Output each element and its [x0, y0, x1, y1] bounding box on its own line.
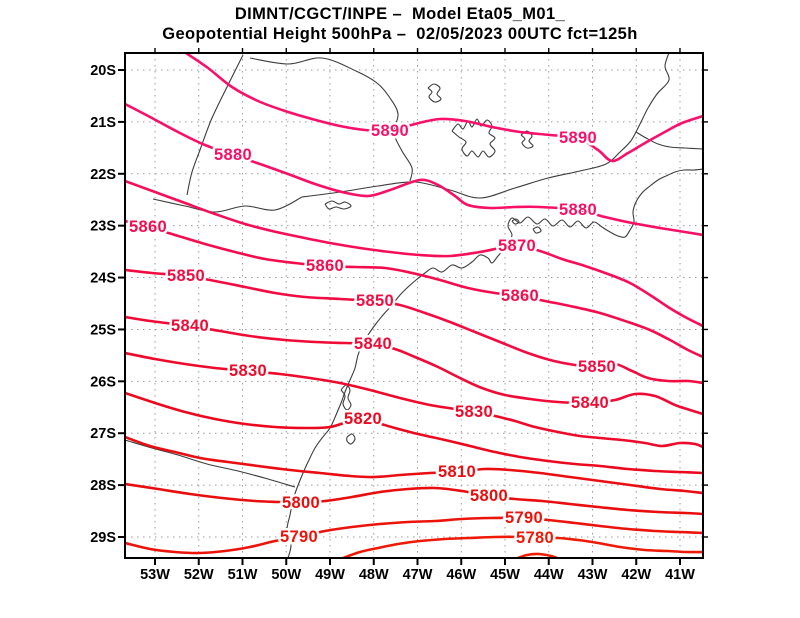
- contour-label-5830: 5830: [455, 403, 493, 421]
- contour-label-5850: 5850: [356, 292, 394, 310]
- map-title-block: DIMNT/CGCT/INPE – Model Eta05_M01_ Geopo…: [0, 0, 800, 44]
- contour-label-5830: 5830: [229, 362, 267, 380]
- axis-label-layer: 20S 21S 22S 23S 24S 25S 26S 27S 28S 29S 53W 52W 51W 5…: [90, 63, 695, 583]
- contour-label-5890: 5890: [371, 122, 409, 140]
- geography-layer: [125, 53, 703, 558]
- border-mg-west: [249, 57, 413, 182]
- contour-label-5840: 5840: [354, 335, 392, 353]
- contour-label-5890: 5890: [559, 129, 597, 147]
- grid-layer: [125, 53, 703, 558]
- map-frame: [124, 52, 704, 559]
- contour-label-5860: 5860: [306, 257, 344, 275]
- lon-label-44W: 44W: [534, 567, 564, 583]
- border-mg-rj: [301, 131, 637, 199]
- lat-label-24S: 24S: [90, 271, 116, 287]
- contour-5830: [125, 351, 703, 449]
- contour-label-layer: 5890 5890 5880 5880 5870 5860 5860 5860 5850 5850…: [127, 120, 619, 550]
- island-rio-2: [511, 218, 520, 225]
- title-line-2: Geopotential Height 500hPa – 02/05/2023 …: [162, 25, 638, 43]
- contour-label-5810: 5810: [438, 463, 476, 481]
- lon-label-51W: 51W: [228, 567, 258, 583]
- lat-label-27S: 27S: [90, 426, 116, 442]
- lon-label-45W: 45W: [490, 567, 520, 583]
- contour-label-5850: 5850: [578, 358, 616, 376]
- contour-5800: [125, 482, 703, 516]
- contour-5810: [125, 435, 703, 495]
- border-es-west: [635, 53, 670, 133]
- contour-5790: [125, 516, 703, 555]
- contour-label-5870: 5870: [498, 237, 536, 255]
- lon-label-43W: 43W: [578, 567, 608, 583]
- title-line-1: DIMNT/CGCT/INPE – Model Eta05_M01_: [234, 5, 566, 23]
- coast-es: [635, 131, 703, 150]
- contour-label-5800: 5800: [282, 494, 320, 512]
- lake-small-3: [324, 200, 352, 210]
- lake-small-1: [427, 83, 442, 103]
- lon-label-52W: 52W: [184, 567, 214, 583]
- contour-5850: [125, 268, 703, 385]
- reservoir-furnas: [451, 118, 496, 158]
- lat-label-22S: 22S: [90, 167, 116, 183]
- contour-label-5860: 5860: [501, 287, 539, 305]
- frame-layer: [118, 48, 708, 565]
- contour-5840: [125, 315, 703, 416]
- lon-label-42W: 42W: [621, 567, 651, 583]
- contour-5780: [341, 535, 703, 558]
- contour-5890: [184, 53, 703, 163]
- contour-label-5880: 5880: [214, 146, 252, 164]
- contour-label-5790: 5790: [505, 509, 543, 527]
- contour-label-5840: 5840: [171, 317, 209, 335]
- contour-5860: [125, 219, 703, 359]
- lat-label-28S: 28S: [90, 478, 116, 494]
- island-rio-1: [532, 226, 542, 234]
- contour-label-5850: 5850: [167, 267, 205, 285]
- contour-label-5880: 5880: [559, 201, 597, 219]
- contour-5870: [125, 179, 703, 328]
- island-floripa: [346, 433, 356, 445]
- contour-5880: [125, 102, 703, 237]
- lat-label-26S: 26S: [90, 374, 116, 390]
- contour-label-5790: 5790: [280, 528, 318, 546]
- lon-label-50W: 50W: [271, 567, 301, 583]
- lat-label-29S: 29S: [90, 530, 116, 546]
- lon-label-46W: 46W: [446, 567, 476, 583]
- contour-minor: [516, 552, 559, 558]
- lat-label-21S: 21S: [90, 115, 116, 131]
- coastline: [286, 168, 703, 558]
- lat-label-23S: 23S: [90, 219, 116, 235]
- contour-label-5780: 5780: [516, 529, 554, 547]
- contour-label-5820: 5820: [344, 410, 382, 428]
- contour-layer: [125, 53, 703, 558]
- lat-label-25S: 25S: [90, 322, 116, 338]
- lon-label-53W: 53W: [140, 567, 170, 583]
- lon-label-49W: 49W: [315, 567, 345, 583]
- contour-label-5860: 5860: [129, 218, 167, 236]
- contour-label-5800: 5800: [470, 487, 508, 505]
- border-sp-mg: [152, 196, 303, 213]
- border-west-sp: [186, 54, 244, 196]
- lon-label-47W: 47W: [403, 567, 433, 583]
- lon-label-41W: 41W: [665, 567, 695, 583]
- border-sc-rs: [125, 439, 296, 488]
- contour-5820: [125, 391, 703, 475]
- contour-label-5840: 5840: [571, 394, 609, 412]
- lon-label-48W: 48W: [359, 567, 389, 583]
- lat-label-20S: 20S: [90, 63, 116, 79]
